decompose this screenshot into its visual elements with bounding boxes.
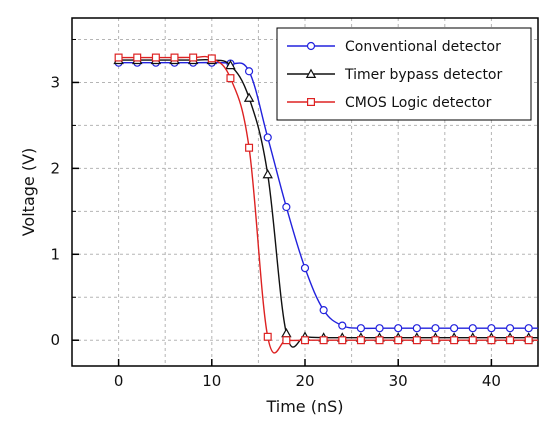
data-point-cmos-logic (412, 336, 421, 345)
data-point-conventional (487, 324, 496, 333)
legend-label-conventional: Conventional detector (345, 39, 501, 55)
x-tick-label: 10 (202, 372, 221, 390)
data-point-conventional (431, 324, 440, 333)
data-point-cmos-logic (207, 54, 216, 63)
x-tick-label: 0 (114, 372, 124, 390)
data-point-conventional (263, 133, 272, 142)
data-point-cmos-logic (431, 336, 440, 345)
data-point-cmos-logic (394, 336, 403, 345)
data-point-conventional (505, 324, 515, 333)
data-point-cmos-logic (356, 336, 365, 345)
legend-marker-conventional (306, 41, 316, 51)
data-point-timer-bypass (281, 327, 292, 338)
grid (72, 18, 538, 366)
y-tick-label: 2 (50, 159, 60, 177)
data-point-cmos-logic (375, 336, 384, 345)
x-tick-label: 40 (482, 372, 501, 390)
data-point-cmos-logic (468, 336, 477, 345)
data-point-conventional (412, 324, 421, 333)
data-point-conventional (356, 324, 366, 333)
data-point-cmos-logic (170, 53, 179, 62)
data-point-cmos-logic (450, 336, 459, 345)
data-point-conventional (244, 67, 254, 76)
data-point-timer-bypass (243, 92, 255, 102)
series-layer (113, 53, 538, 354)
ticks: 0 10 20 30 40 0 1 2 3 (50, 38, 501, 390)
data-point-conventional (300, 263, 310, 273)
legend-marker-timer-bypass (305, 68, 317, 78)
data-point-conventional (450, 324, 459, 333)
legend-label-cmos-logic: CMOS Logic detector (345, 95, 492, 111)
data-point-cmos-logic (263, 332, 272, 341)
data-point-timer-bypass (225, 59, 236, 70)
data-point-conventional (282, 202, 291, 212)
data-point-cmos-logic (133, 53, 142, 62)
series-cmos-logic (114, 53, 538, 354)
data-point-timer-bypass (262, 168, 273, 179)
y-tick-label: 1 (50, 245, 60, 263)
legend: Conventional detector Timer bypass detect… (276, 27, 532, 121)
data-point-conventional (375, 324, 384, 333)
legend-marker-cmos-logic (307, 97, 316, 106)
x-tick-label: 30 (389, 372, 408, 390)
data-point-cmos-logic (319, 336, 328, 345)
data-point-cmos-logic (189, 53, 198, 62)
data-point-cmos-logic (114, 53, 123, 62)
y-tick-label: 3 (50, 73, 60, 91)
x-axis-title: Time (nS) (265, 397, 343, 416)
data-point-cmos-logic (226, 74, 235, 83)
y-axis-title: Voltage (V) (19, 148, 38, 237)
data-point-conventional (319, 306, 328, 315)
data-point-cmos-logic (282, 336, 291, 345)
data-point-conventional (394, 324, 403, 333)
data-point-cmos-logic (487, 336, 496, 345)
data-point-conventional (468, 324, 477, 333)
data-point-cmos-logic (301, 336, 310, 345)
data-point-cmos-logic (506, 336, 515, 345)
data-point-conventional (338, 321, 347, 330)
data-point-conventional (524, 324, 533, 333)
data-point-cmos-logic (338, 336, 347, 345)
y-tick-label: 0 (50, 331, 60, 349)
data-point-cmos-logic (524, 336, 533, 345)
x-tick-label: 20 (295, 372, 314, 390)
data-point-cmos-logic (151, 53, 160, 62)
data-point-cmos-logic (245, 143, 254, 152)
legend-label-timer-bypass: Timer bypass detector (344, 67, 502, 83)
